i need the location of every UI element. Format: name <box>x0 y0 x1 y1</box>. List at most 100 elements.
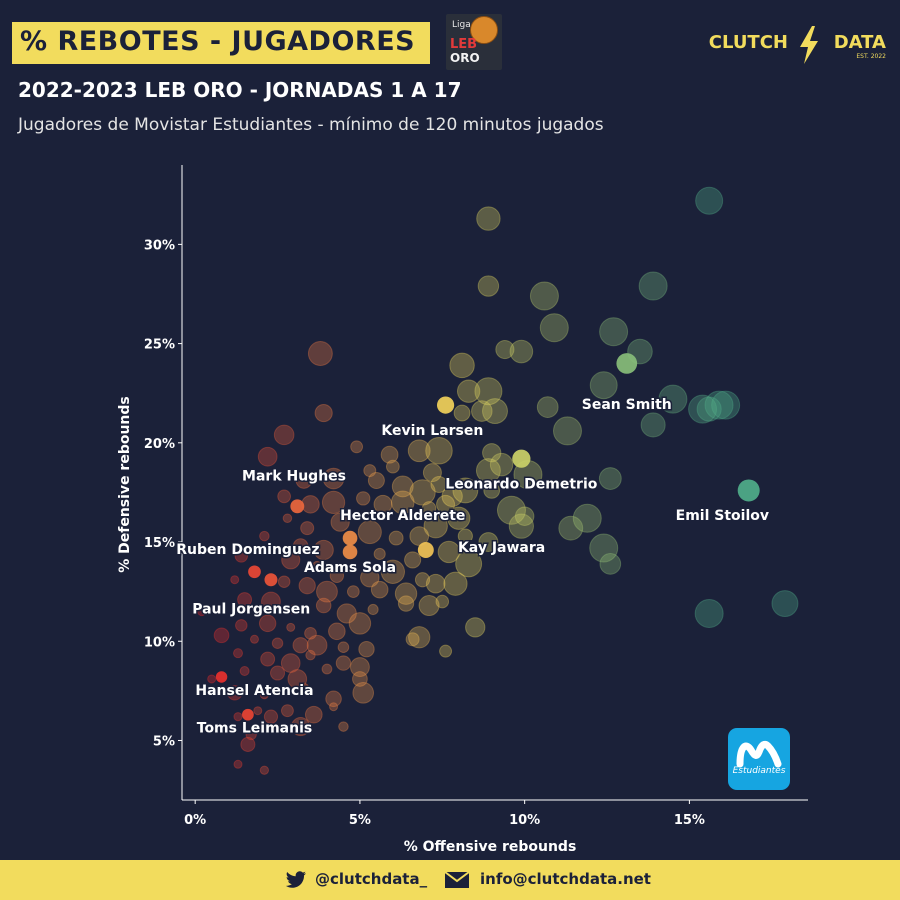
background-player-point <box>306 634 328 656</box>
background-player-point <box>552 416 582 446</box>
y-tick-label: 30% <box>144 238 175 253</box>
highlighted-player-point <box>248 565 261 579</box>
player-label: Paul Jorgensen <box>192 601 310 617</box>
background-player-point <box>418 595 440 617</box>
y-tick-label: 10% <box>144 635 175 650</box>
lightning-bolt-icon <box>800 26 818 64</box>
background-player-point <box>321 490 346 514</box>
background-player-point <box>280 704 294 718</box>
background-player-point <box>598 467 622 490</box>
background-player-point <box>508 513 534 539</box>
background-player-point <box>271 637 284 649</box>
background-player-point <box>328 622 346 641</box>
background-player-point <box>476 206 501 231</box>
twitter-icon <box>285 871 306 888</box>
background-player-point <box>489 452 514 477</box>
background-player-point <box>558 515 584 541</box>
background-player-point <box>329 568 345 583</box>
background-player-point <box>409 526 430 546</box>
player-label: Toms Leimanis <box>197 721 312 737</box>
background-player-point <box>373 547 386 560</box>
email-address[interactable]: info@clutchdata.net <box>480 870 651 888</box>
background-player-point <box>316 580 338 603</box>
background-player-point <box>348 612 372 635</box>
player-label: Mark Hughes <box>242 469 346 485</box>
background-player-point <box>397 595 415 612</box>
background-player-point <box>233 648 244 659</box>
background-player-point <box>688 394 718 424</box>
background-player-point <box>370 580 389 599</box>
y-tick-label: 25% <box>144 338 175 353</box>
team-logo: Estudiantes <box>728 728 790 790</box>
background-player-point <box>483 482 501 499</box>
background-player-point <box>482 398 508 425</box>
league-logo-line1: Liga <box>452 20 471 30</box>
y-tick-label: 5% <box>153 734 175 749</box>
background-player-point <box>477 275 500 297</box>
background-player-point <box>312 560 323 571</box>
background-player-point <box>239 666 250 677</box>
background-player-point <box>304 705 323 724</box>
background-player-point <box>292 538 309 554</box>
highlighted-player-point <box>290 499 305 514</box>
background-player-point <box>475 458 501 484</box>
background-player-point <box>373 494 393 514</box>
background-player-point <box>233 712 243 722</box>
background-player-point <box>280 653 301 673</box>
background-player-point <box>478 532 499 552</box>
league-logo: Liga LEB ORO <box>446 14 502 70</box>
background-player-point <box>658 384 688 414</box>
background-player-point <box>638 271 668 301</box>
background-player-point <box>390 490 415 515</box>
background-player-point <box>439 644 453 658</box>
highlighted-player-point <box>737 479 760 502</box>
background-player-point <box>261 591 281 612</box>
background-player-point <box>291 717 311 737</box>
background-player-point <box>259 530 270 542</box>
background-player-point <box>301 495 320 514</box>
background-player-point <box>287 669 308 689</box>
subtitle: 2022-2023 LEB ORO - JORNADAS 1 A 17 <box>18 78 462 102</box>
background-player-point <box>452 477 479 504</box>
y-tick-label: 20% <box>144 437 175 452</box>
background-player-point <box>385 459 400 474</box>
background-player-point <box>336 603 357 624</box>
twitter-handle[interactable]: @clutchdata_ <box>315 870 428 888</box>
background-player-point <box>435 594 450 609</box>
background-player-point <box>329 702 339 712</box>
background-player-point <box>391 475 414 498</box>
background-player-point <box>388 530 404 546</box>
background-player-point <box>249 634 259 644</box>
background-player-point <box>456 379 481 403</box>
background-player-point <box>536 396 559 418</box>
background-player-point <box>509 339 534 364</box>
brand-est: EST. 2022 <box>856 53 886 60</box>
team-logo-text: Estudiantes <box>732 766 786 776</box>
background-player-point <box>704 390 734 420</box>
page-title: % REBOTES - JUGADORES <box>20 26 416 57</box>
background-player-point <box>286 622 296 632</box>
background-player-point <box>474 377 503 406</box>
background-player-point <box>258 614 277 633</box>
player-label: Emil Stoilov <box>676 508 769 524</box>
background-player-point <box>259 765 270 775</box>
brand-word2: DATA <box>833 32 886 53</box>
background-player-point <box>414 572 431 588</box>
background-player-point <box>409 479 436 506</box>
background-player-point <box>298 577 316 595</box>
background-player-point <box>263 709 279 724</box>
background-player-point <box>360 568 380 588</box>
background-player-point <box>407 439 431 463</box>
background-player-point <box>277 575 291 588</box>
background-player-point <box>230 575 240 585</box>
brand-logo: CLUTCH DATA EST. 2022 <box>709 26 886 66</box>
background-player-point <box>696 396 722 422</box>
description: Jugadores de Movistar Estudiantes - míni… <box>18 115 604 135</box>
background-player-point <box>694 598 724 628</box>
background-player-point <box>421 501 437 516</box>
highlighted-player-point <box>242 708 254 721</box>
background-player-point <box>380 445 399 464</box>
background-player-point <box>425 573 446 594</box>
background-player-point <box>367 472 385 490</box>
background-player-point <box>496 495 526 525</box>
